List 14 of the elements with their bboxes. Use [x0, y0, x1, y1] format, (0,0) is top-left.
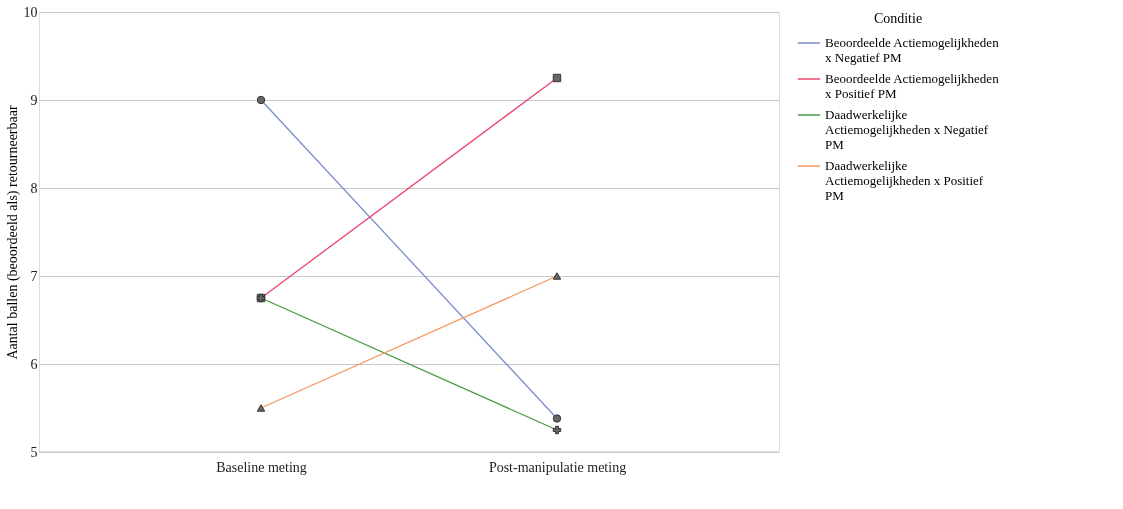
- y-axis-title: Aantal ballen (beoordeeld als) retourneerbaar: [4, 105, 21, 360]
- legend-label: Beoordeelde Actiemogelijkheden x Positief PM: [825, 71, 1000, 101]
- legend-label: Beoordeelde Actiemogelijkheden x Negatief PM: [825, 35, 1000, 65]
- y-tick-label: 9: [30, 92, 38, 108]
- legend-label: Daadwerkelijke Actiemogelijkheden x Negatief PM: [825, 107, 989, 152]
- y-tick-label: 10: [23, 4, 38, 20]
- y-tick-label: 5: [30, 444, 38, 460]
- legend-title: Conditie: [873, 11, 923, 26]
- x-tick-label: Baseline meting: [216, 459, 307, 475]
- x-tick-label: Post-manipulatie meting: [488, 459, 627, 475]
- y-tick-label: 7: [30, 268, 38, 284]
- y-tick-label: 8: [30, 180, 38, 196]
- y-tick-label: 6: [30, 356, 38, 372]
- legend-label: Daadwerkelijke Actiemogelijkheden x Positief PM: [825, 158, 984, 203]
